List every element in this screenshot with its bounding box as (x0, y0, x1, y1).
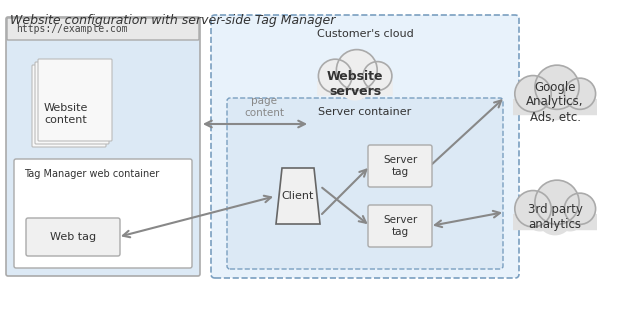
Text: Server container: Server container (318, 107, 412, 117)
Text: 3rd party
analytics: 3rd party analytics (528, 203, 582, 231)
Circle shape (537, 84, 573, 120)
Circle shape (537, 199, 573, 235)
FancyBboxPatch shape (7, 18, 199, 40)
Circle shape (336, 50, 377, 90)
Text: Website
servers: Website servers (327, 70, 383, 98)
FancyBboxPatch shape (26, 218, 120, 256)
FancyBboxPatch shape (38, 59, 112, 141)
FancyBboxPatch shape (513, 99, 597, 115)
Circle shape (535, 65, 579, 109)
Circle shape (515, 76, 551, 112)
Circle shape (355, 71, 382, 97)
Circle shape (526, 203, 554, 232)
Text: Google
Analytics,
Ads, etc.: Google Analytics, Ads, etc. (526, 80, 584, 124)
Circle shape (338, 67, 372, 100)
Circle shape (556, 203, 584, 232)
Circle shape (515, 191, 551, 227)
Circle shape (526, 88, 554, 116)
Circle shape (535, 180, 579, 224)
Circle shape (328, 71, 355, 97)
FancyBboxPatch shape (32, 65, 106, 147)
Circle shape (564, 193, 596, 224)
Text: Website configuration with server-side Tag Manager: Website configuration with server-side T… (10, 14, 336, 27)
Text: Website
content: Website content (44, 103, 88, 125)
Polygon shape (276, 168, 320, 224)
FancyBboxPatch shape (227, 98, 503, 269)
Text: Customer's cloud: Customer's cloud (317, 29, 413, 39)
Text: https://example.com: https://example.com (16, 24, 128, 34)
FancyBboxPatch shape (368, 205, 432, 247)
FancyBboxPatch shape (368, 145, 432, 187)
FancyBboxPatch shape (513, 214, 597, 230)
Text: page
content: page content (244, 96, 284, 118)
FancyBboxPatch shape (14, 159, 192, 268)
FancyBboxPatch shape (35, 62, 109, 144)
Text: Client: Client (282, 191, 314, 201)
FancyBboxPatch shape (6, 17, 200, 276)
Circle shape (564, 78, 596, 109)
FancyBboxPatch shape (318, 81, 392, 96)
Circle shape (556, 88, 584, 116)
Text: Server
tag: Server tag (383, 155, 417, 177)
Circle shape (318, 59, 352, 93)
Circle shape (363, 61, 392, 90)
Text: Web tag: Web tag (50, 232, 96, 242)
Text: Tag Manager web container: Tag Manager web container (24, 169, 159, 179)
FancyBboxPatch shape (211, 15, 519, 278)
Text: Server
tag: Server tag (383, 215, 417, 237)
